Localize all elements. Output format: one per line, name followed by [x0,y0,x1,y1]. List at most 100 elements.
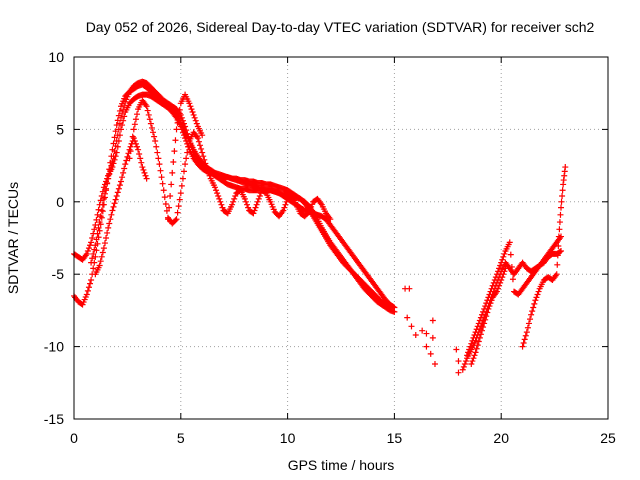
data-point-track-d [214,190,221,197]
data-point-track-i [478,327,485,334]
data-point-track-d [156,161,163,168]
data-point-track-a [112,128,119,135]
data-point-track-h [490,279,497,286]
data-point-gap-points [455,369,462,376]
data-point-track-h [499,256,506,263]
data-point-track-c [93,236,100,243]
data-point-track-f [192,117,199,124]
data-point-track-d [205,169,212,176]
data-point-track-d [215,193,222,200]
data-point-track-e [122,161,129,168]
data-point-track-h [486,291,493,298]
y-tick-label: 5 [56,121,64,137]
data-point-track-e [113,193,120,200]
data-point-track-i [500,271,507,278]
data-point-track-d [283,198,290,205]
data-point-track-h [491,276,498,283]
data-point-track-c [99,201,106,208]
data-point-track-f [191,114,198,121]
data-point-track-a [99,208,106,215]
data-point-track-d [185,143,192,150]
data-point-track-b [89,235,96,241]
data-point-track-f [168,181,175,188]
data-point-track-a [87,280,94,287]
data-point-track-d [241,195,248,202]
data-point-track-d [242,198,249,205]
data-point-track-b [91,226,98,233]
data-point-track-d [251,207,258,214]
data-point-track-a [88,276,95,283]
data-point-track-h [464,352,471,359]
x-tick-label: 15 [387,430,403,446]
data-point-track-d [282,201,289,208]
data-point-track-d [178,182,185,189]
data-point-track-b [93,216,100,223]
data-point-track-f [169,169,176,176]
data-point-track-d [177,190,184,197]
data-point-track-e [141,169,148,176]
data-point-track-d [161,194,168,201]
data-point-track-i [483,313,490,320]
data-point-track-b [181,132,188,139]
x-tick-label: 0 [70,430,78,446]
data-point-track-c [181,120,188,127]
data-point-track-c [105,175,112,182]
data-point-track-i [474,342,481,349]
data-point-track-i [494,285,501,292]
data-point-track-j [523,329,530,336]
data-point-track-i [484,309,491,316]
data-point-track-c [88,259,95,266]
data-point-track-i [487,300,494,307]
data-point-track-e [131,137,138,144]
data-point-track-i [468,360,475,367]
data-point-track-e [136,151,143,158]
data-point-track-e [137,155,144,162]
data-point-track-j [534,291,541,298]
data-point-track-d [173,216,180,223]
data-point-track-h [488,285,495,292]
data-point-track-f [172,137,179,144]
data-point-track-d [130,126,137,133]
data-point-track-i [486,303,493,310]
data-point-track-g [462,358,469,365]
data-point-track-g [556,248,563,255]
data-point-track-b [97,197,104,204]
data-point-track-c [119,110,126,117]
data-point-track-g [460,363,467,370]
data-point-track-d [158,174,165,181]
data-point-track-h [465,349,472,356]
data-points [71,78,569,376]
x-tick-label: 20 [493,430,509,446]
data-point-track-j [562,164,569,171]
data-point-track-h [468,340,475,347]
x-tick-label: 5 [177,430,185,446]
data-point-track-i [472,349,479,356]
data-point-track-f [166,204,173,211]
data-point-track-d [151,133,158,140]
x-axis-label: GPS time / hours [288,457,395,473]
data-point-track-e [111,200,118,207]
data-point-track-i [480,324,487,331]
data-point-track-a [85,284,92,291]
data-point-track-d [163,207,170,214]
data-point-track-j [558,204,565,211]
data-point-track-d [211,184,218,191]
data-point-track-e [139,164,146,171]
data-point-track-h [473,326,480,333]
data-point-track-i [482,316,489,323]
y-tick-label: -5 [52,266,65,282]
data-point-gap-points [408,323,415,330]
data-point-track-i [501,268,508,275]
data-point-track-i [485,305,492,312]
data-point-track-h [469,337,476,344]
data-point-track-h [477,314,484,321]
y-tick-label: -10 [44,339,64,355]
data-point-track-h [498,259,505,266]
data-point-track-j [554,261,561,268]
data-point-track-c [116,120,123,127]
data-point-track-a [111,134,118,141]
data-point-track-c [96,219,103,226]
data-point-track-e [105,224,112,231]
data-point-track-d [218,201,225,208]
data-point-track-j [522,332,529,339]
